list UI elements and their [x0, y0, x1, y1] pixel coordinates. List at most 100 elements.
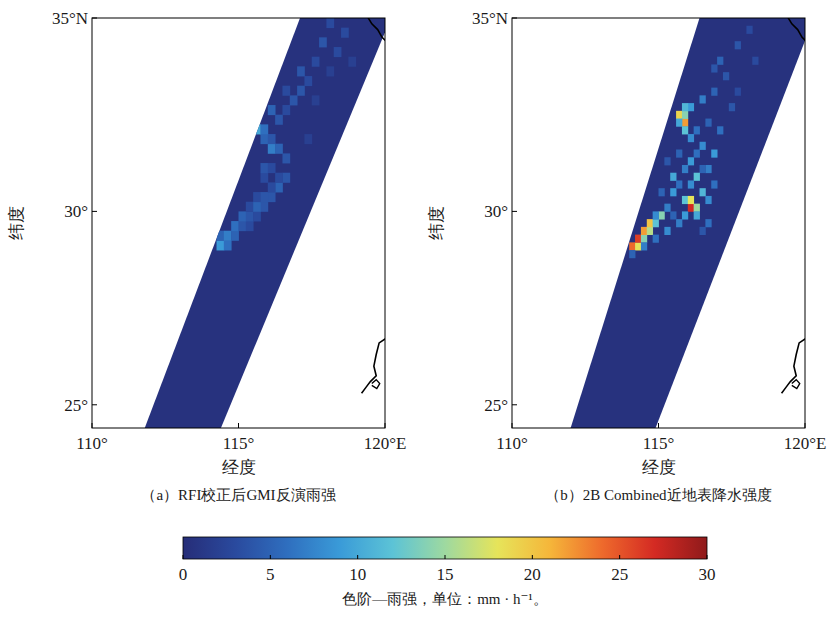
plot-area	[145, 18, 385, 428]
rain-cell	[676, 219, 682, 227]
rain-cell	[653, 219, 659, 227]
rain-cell	[688, 103, 694, 111]
rain-cell	[297, 86, 305, 96]
x-tick-label: 120°E	[364, 434, 407, 453]
x-tick-label: 120°E	[784, 434, 827, 453]
rain-cell	[647, 219, 653, 227]
rain-cell	[659, 188, 665, 196]
rain-cell	[641, 227, 647, 235]
rain-cell	[664, 227, 670, 235]
coastline	[366, 18, 385, 43]
rain-cell	[635, 235, 641, 243]
rain-cell	[312, 57, 320, 67]
rain-cell	[723, 72, 729, 80]
rain-cell	[688, 196, 694, 204]
x-tick	[805, 423, 806, 428]
rain-cell	[688, 204, 694, 212]
rain-cell	[653, 211, 659, 219]
rain-cell	[635, 242, 641, 250]
rain-cell	[275, 115, 283, 125]
x-tick-label: 110°	[76, 434, 108, 453]
rain-cell	[700, 142, 706, 150]
rain-cell	[711, 88, 717, 96]
rain-cell	[746, 26, 752, 34]
rain-cell	[659, 211, 665, 219]
rain-cell	[705, 196, 711, 204]
rain-cell	[682, 196, 688, 204]
swath	[571, 18, 805, 428]
rain-cell	[688, 180, 694, 188]
rain-cell	[694, 204, 700, 212]
rain-cell	[700, 95, 706, 103]
rain-cell	[682, 111, 688, 119]
coastline	[792, 380, 800, 389]
y-axis-title: 纬度	[7, 206, 26, 240]
colorbar-tick	[532, 555, 533, 559]
rain-cell	[676, 150, 682, 158]
rain-cell	[275, 182, 283, 192]
rain-cell	[711, 64, 717, 72]
y-tick	[92, 404, 97, 405]
rain-cell	[224, 231, 232, 241]
rain-cell	[297, 66, 305, 76]
rain-cell	[647, 227, 653, 235]
colorbar-ramp	[183, 537, 707, 559]
rain-cell	[705, 119, 711, 127]
rain-cell	[260, 134, 268, 144]
rain-cell	[341, 28, 349, 38]
x-tick	[512, 423, 513, 428]
rain-cell	[735, 41, 741, 49]
rain-cell	[670, 211, 676, 219]
colorbar-tick	[183, 555, 184, 559]
colorbar-tick-label: 15	[437, 565, 454, 584]
rain-cell	[729, 103, 735, 111]
rain-cell	[700, 227, 706, 235]
rain-cell	[260, 124, 268, 134]
panel-title: （b）2B Combined近地表降水强度	[545, 487, 771, 503]
rain-cell	[694, 173, 700, 181]
rain-cell	[700, 165, 706, 173]
rain-cell	[246, 221, 254, 231]
panel-title: （a）RFI校正后GMI反演雨强	[141, 487, 335, 503]
rain-cell	[260, 163, 268, 173]
rain-cell	[735, 88, 741, 96]
rain-cell	[319, 37, 327, 47]
rain-cell	[641, 242, 647, 250]
rain-cell	[705, 165, 711, 173]
x-axis-title: 经度	[642, 458, 676, 477]
rain-cell	[239, 211, 247, 221]
y-tick	[512, 404, 517, 405]
rain-cells	[217, 18, 357, 250]
rain-cell	[312, 95, 320, 105]
rain-cell	[694, 150, 700, 158]
x-tick-label: 115°	[643, 434, 675, 453]
y-tick	[92, 211, 97, 212]
x-tick	[658, 423, 659, 428]
rain-cell	[253, 124, 261, 134]
rain-cell	[217, 240, 225, 250]
rain-cell	[282, 173, 290, 183]
y-tick-label: 30°	[484, 202, 508, 221]
frame	[512, 18, 805, 428]
figure: 110°115°120°E25°30°35°N经度纬度（a）RFI校正后GMI反…	[0, 0, 838, 622]
y-axis-title: 纬度	[427, 206, 446, 240]
x-tick	[385, 423, 386, 428]
y-tick	[92, 18, 97, 19]
rain-cell	[676, 180, 682, 188]
rain-cell	[711, 180, 717, 188]
rain-cell	[217, 231, 225, 241]
rain-cell	[275, 144, 283, 154]
rain-cell	[246, 202, 254, 212]
rain-cell	[682, 165, 688, 173]
colorbar-tick	[357, 555, 358, 559]
y-tick	[512, 211, 517, 212]
y-tick-label: 30°	[64, 202, 88, 221]
rain-cell	[664, 157, 670, 165]
rain-cell	[282, 86, 290, 96]
panel: 110°115°120°E25°30°35°N经度纬度（b）2B Combine…	[427, 9, 826, 503]
coastline	[786, 18, 805, 43]
rain-cell	[629, 250, 635, 258]
rain-cell	[246, 211, 254, 221]
rain-cell	[653, 235, 659, 243]
rain-cell	[700, 188, 706, 196]
